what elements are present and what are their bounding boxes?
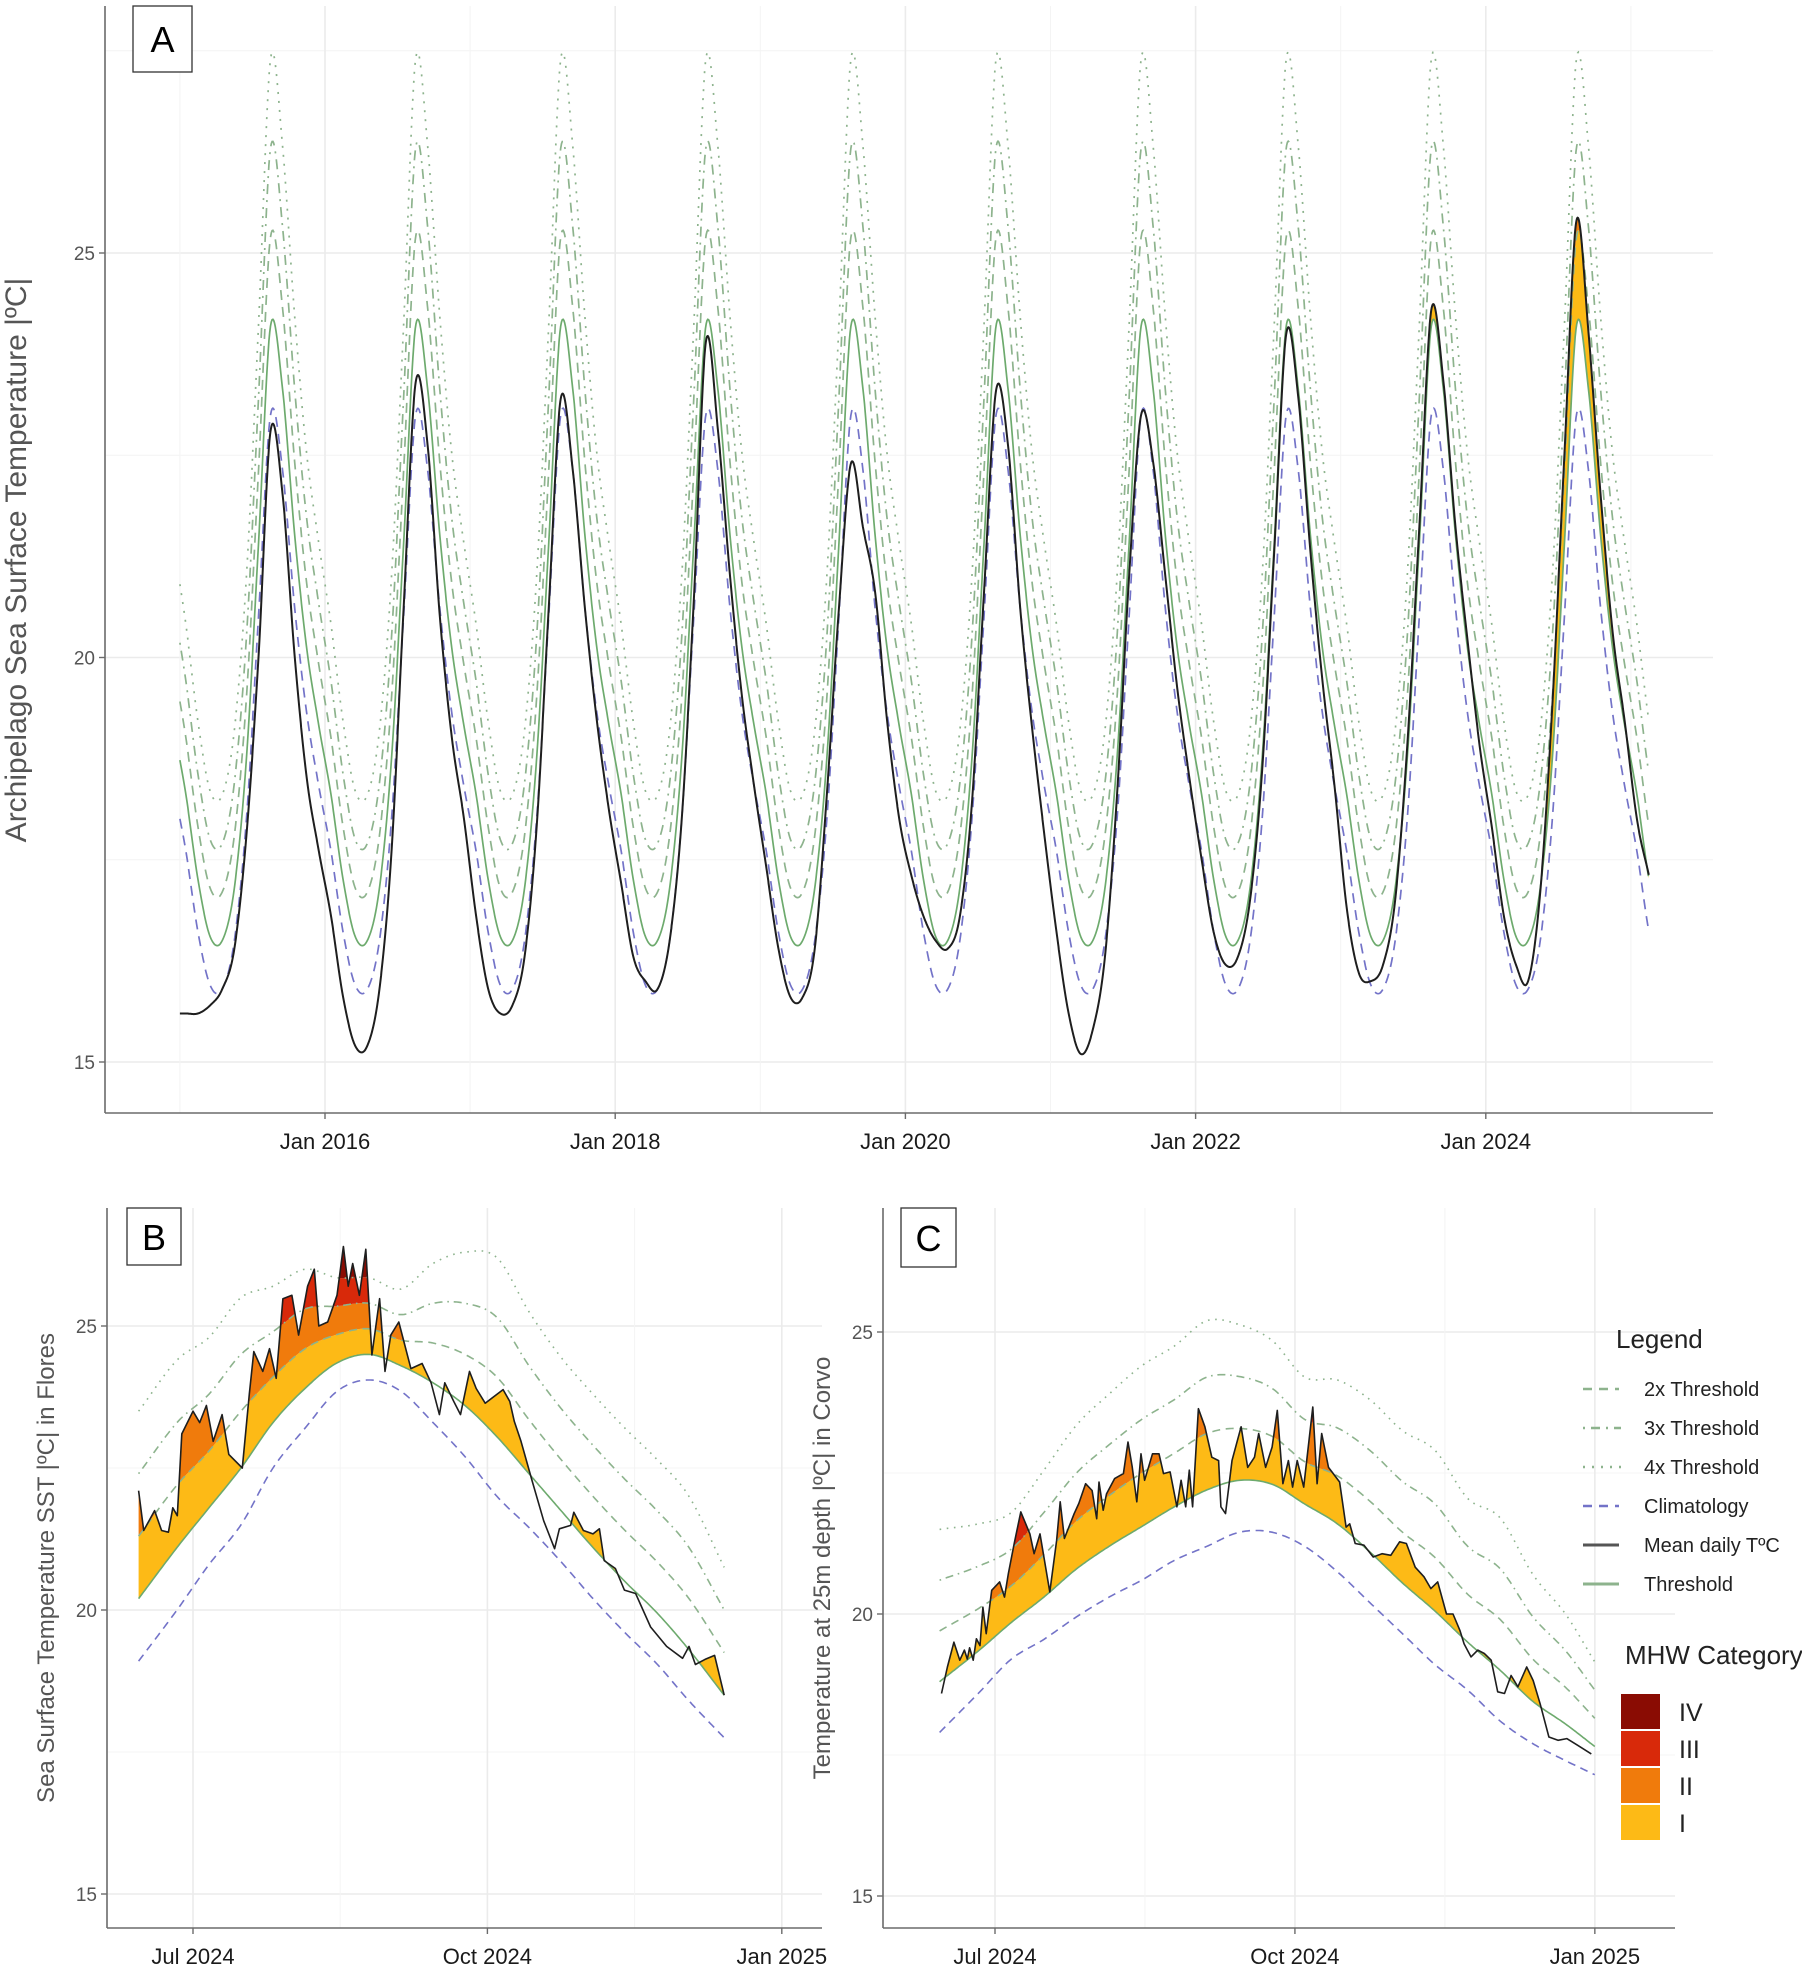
x-tick-label: Jan 2024 [1441, 1129, 1532, 1154]
x-tick-label: Oct 2024 [1250, 1944, 1339, 1969]
y-tick-label: 25 [74, 244, 95, 265]
category-swatch-i [1621, 1805, 1660, 1840]
mean-daily-temperature-line [940, 1406, 1592, 1755]
category-label-ii: II [1679, 1773, 1693, 1801]
x-tick-label: Jul 2024 [151, 1944, 234, 1969]
y-tick-label: 20 [74, 649, 95, 670]
category-label-iii: III [1679, 1736, 1700, 1764]
panel-b-gridlines [107, 1208, 822, 1928]
legend-label-threshold: Threshold [1644, 1574, 1733, 1596]
mhw-category-iii-area [941, 1374, 1592, 1685]
panel-tag-a: A [132, 5, 193, 73]
category-label-iv: IV [1679, 1699, 1703, 1727]
panel-tag-c: C [900, 1207, 957, 1268]
legend-title: Legend [1616, 1324, 1703, 1354]
panel-b-y-axis-title: Sea Surface Temperature SST |ºC| in Flor… [33, 1333, 60, 1803]
panel-a-gridlines [105, 6, 1713, 1113]
panel-c-series-lines [939, 1318, 1596, 1776]
x-tick-label: Jan 2025 [737, 1944, 828, 1969]
2x-threshold-line [137, 1327, 725, 1654]
threshold-line [939, 1479, 1596, 1748]
panel-c-gridlines [883, 1208, 1675, 1928]
2x-threshold-line [939, 1427, 1596, 1719]
mhw-category-title: MHW Category [1625, 1640, 1802, 1670]
climatology-line [137, 1379, 725, 1739]
4x-threshold-line [939, 1318, 1596, 1663]
panel-a-sst-archipelago: 15 20 25 Jan 2016 Jan 2018 Jan 2020 Jan 2022 Ja… [74, 6, 1713, 1154]
panel-b-axes: 15 20 25 Jul 2024 Oct 2024 Jan 2025 [76, 1208, 827, 1969]
x-tick-label: Jan 2018 [570, 1129, 661, 1154]
legend: Legend 2x Threshold 3x Threshold 4x Thre… [1583, 1324, 1802, 1840]
panel-a-y-axis-title: Archipelago Sea Surface Temperature |ºC| [0, 278, 33, 843]
panel-b-sst-flores: 15 20 25 Jul 2024 Oct 2024 Jan 2025 [76, 1208, 827, 1969]
x-tick-label: Oct 2024 [443, 1944, 532, 1969]
legend-label-4x-threshold: 4x Threshold [1644, 1457, 1759, 1479]
panel-c-y-axis-title: Temperature at 25m depth |ºC| in Corvo [809, 1357, 836, 1780]
mhw-category-i-area [941, 1428, 1592, 1744]
category-swatch-ii [1621, 1768, 1660, 1803]
category-label-i: I [1679, 1810, 1686, 1838]
legend-label-climatology: Climatology [1644, 1496, 1748, 1518]
climatology-line [179, 407, 1650, 995]
mhw-category-ii-area [179, 217, 1649, 898]
y-tick-label: 15 [74, 1053, 95, 1074]
category-swatch-iii [1621, 1731, 1660, 1766]
y-tick-label: 20 [852, 1605, 873, 1626]
2x-threshold-line [179, 228, 1650, 899]
y-tick-label: 25 [852, 1323, 873, 1344]
x-tick-label: Jan 2020 [860, 1129, 951, 1154]
y-tick-label: 15 [852, 1887, 873, 1908]
y-tick-label: 15 [76, 1885, 97, 1906]
legend-label-mean-daily: Mean daily TºC [1644, 1535, 1780, 1557]
threshold-line [179, 318, 1650, 947]
3x-threshold-line [179, 139, 1650, 851]
x-tick-label: Jan 2016 [280, 1129, 371, 1154]
y-tick-label: 20 [76, 1601, 97, 1622]
panel-a-axes: 15 20 25 Jan 2016 Jan 2018 Jan 2020 Jan 2022 Ja… [74, 6, 1713, 1154]
panel-a-series-lines [179, 50, 1650, 1056]
panel-c-axes: 15 20 25 Jul 2024 Oct 2024 Jan 2025 [852, 1208, 1675, 1969]
legend-label-2x-threshold: 2x Threshold [1644, 1379, 1759, 1401]
panel-tag-a-text: A [150, 19, 174, 60]
panel-b-series-lines [137, 1245, 725, 1739]
x-tick-label: Jan 2025 [1550, 1944, 1641, 1969]
panel-tag-b-text: B [142, 1217, 166, 1258]
mean-daily-temperature-line [137, 1245, 725, 1696]
3x-threshold-line [939, 1373, 1596, 1691]
x-tick-label: Jul 2024 [953, 1944, 1036, 1969]
panel-c-25m-corvo: 15 20 25 Jul 2024 Oct 2024 Jan 2025 [852, 1208, 1675, 1969]
4x-threshold-line [137, 1250, 725, 1568]
panel-tag-c-text: C [916, 1218, 942, 1259]
panel-tag-b: B [126, 1207, 182, 1266]
category-swatch-iv [1621, 1694, 1660, 1729]
mhw-category-iv-area [138, 1246, 725, 1568]
legend-label-3x-threshold: 3x Threshold [1644, 1418, 1759, 1440]
x-tick-label: Jan 2022 [1150, 1129, 1241, 1154]
panel-a-mhw-fills [179, 217, 1649, 946]
y-tick-label: 25 [76, 1317, 97, 1338]
mean-daily-temperature-line [179, 216, 1650, 1056]
3x-threshold-line [137, 1300, 725, 1611]
panel-b-mhw-fills [138, 1246, 725, 1696]
